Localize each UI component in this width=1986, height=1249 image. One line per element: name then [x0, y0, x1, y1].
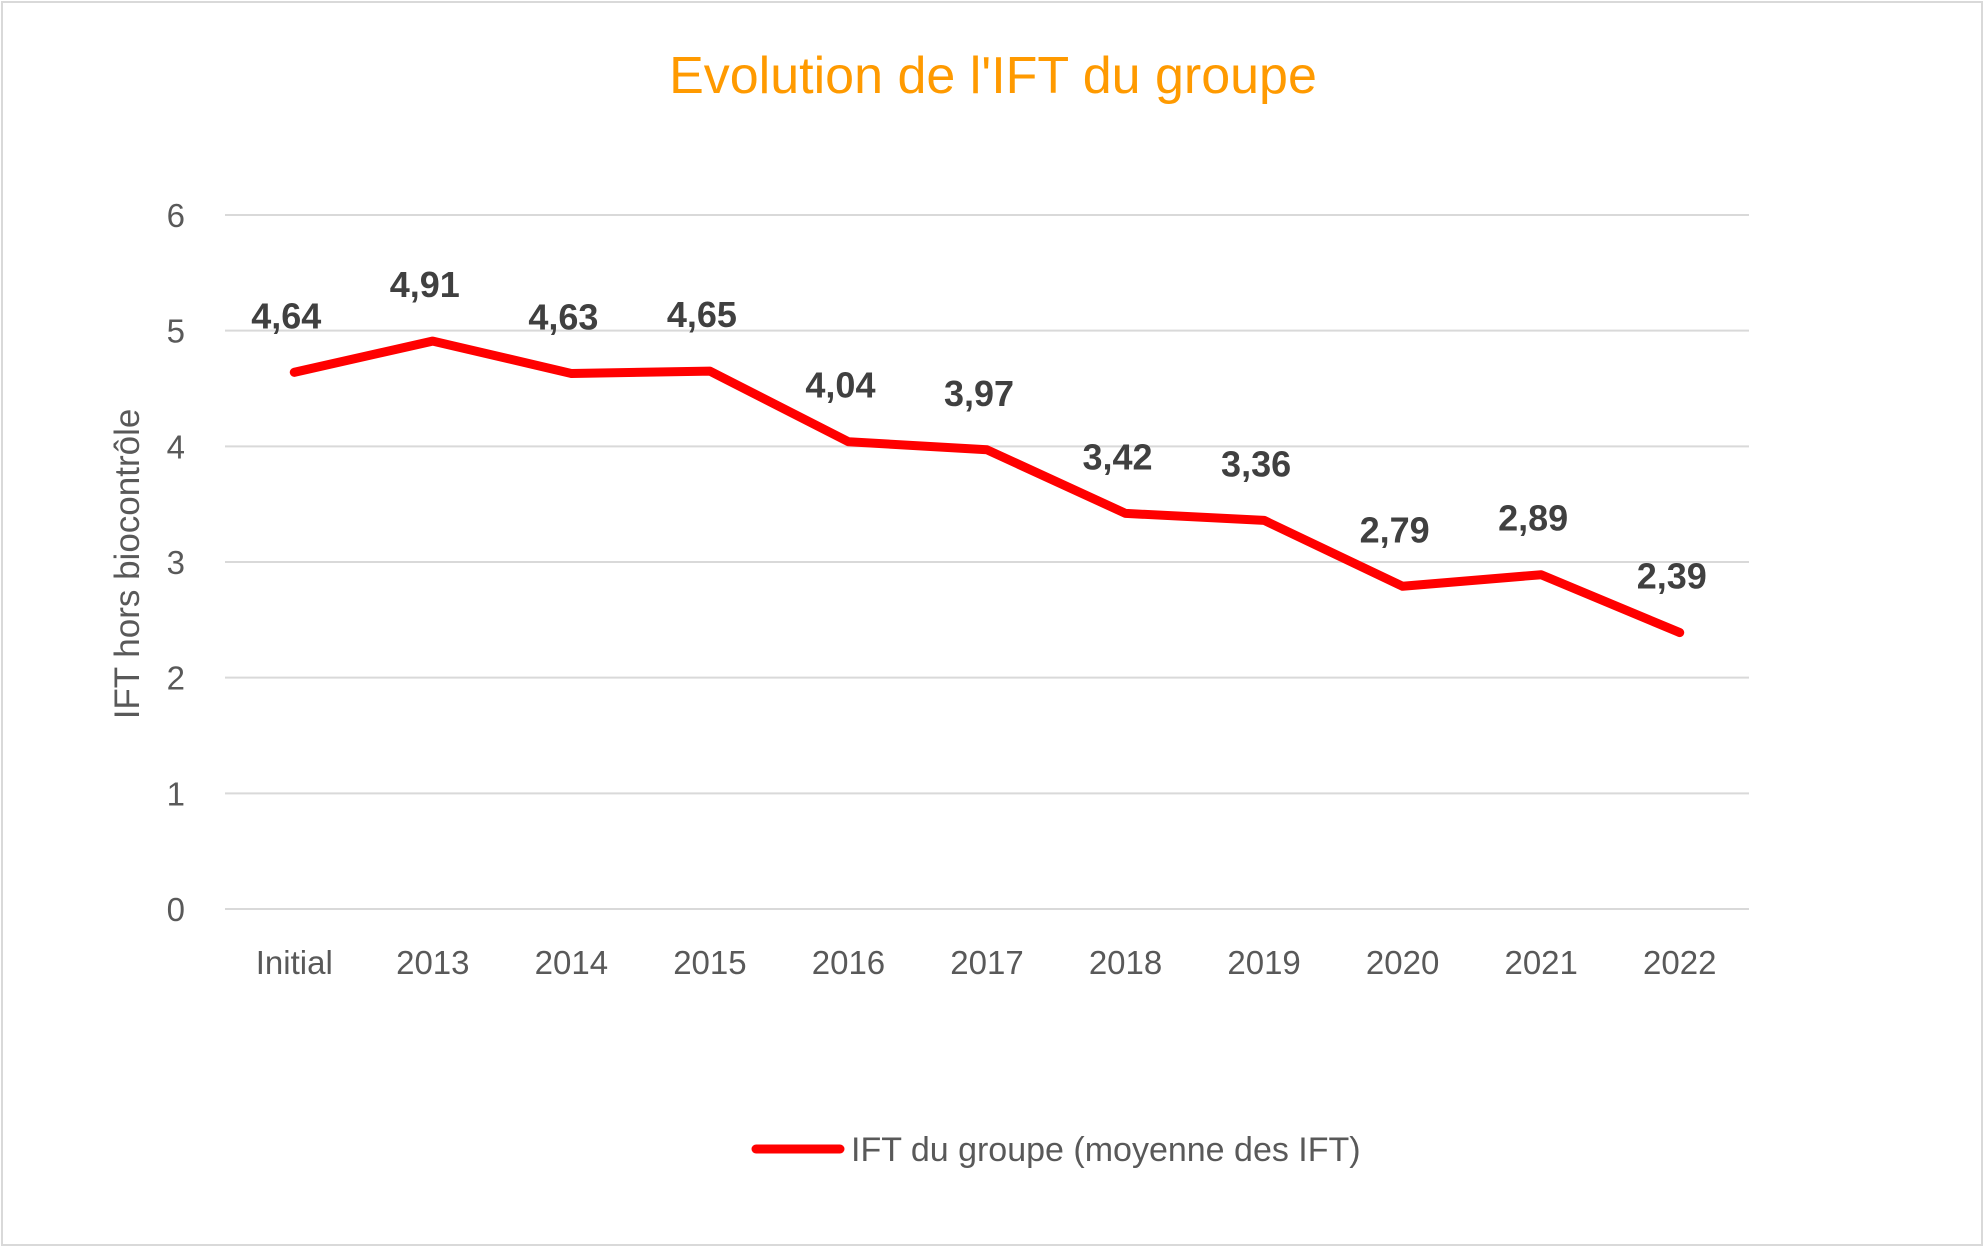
x-tick-label: 2013: [396, 944, 469, 981]
legend-label: IFT du groupe (moyenne des IFT): [851, 1131, 1361, 1169]
data-label: 3,97: [944, 373, 1014, 414]
x-tick-label: 2020: [1366, 944, 1439, 981]
data-label: 4,65: [667, 294, 737, 335]
data-label: 4,63: [528, 296, 598, 337]
x-tick-label: 2014: [535, 944, 608, 981]
y-tick-label: 2: [167, 660, 185, 697]
x-tick-label: 2022: [1643, 944, 1716, 981]
data-label: 4,04: [805, 365, 875, 406]
data-label: 4,91: [390, 264, 460, 305]
x-tick-label: 2018: [1089, 944, 1162, 981]
data-label: 3,36: [1221, 443, 1291, 484]
x-tick-label: 2017: [950, 944, 1023, 981]
data-label: 2,79: [1360, 509, 1430, 550]
y-tick-label: 6: [167, 197, 185, 234]
series-line: [289, 336, 1685, 638]
y-tick-label: 5: [167, 313, 185, 350]
data-label: 2,39: [1637, 556, 1707, 597]
chart-title: Evolution de l'IFT du groupe: [669, 47, 1317, 105]
y-tick-label: 3: [167, 544, 185, 581]
x-tick-label: 2015: [673, 944, 746, 981]
y-axis-label: IFT hors biocontrôle: [108, 409, 147, 720]
y-tick-label: 1: [167, 775, 185, 812]
data-label: 4,64: [251, 295, 321, 336]
y-tick-label: 0: [167, 891, 185, 928]
data-label: 2,89: [1498, 498, 1568, 539]
y-tick-label: 4: [167, 428, 185, 465]
x-tick-label: 2016: [812, 944, 885, 981]
x-tick-label: 2021: [1504, 944, 1577, 981]
data-label: 3,42: [1083, 436, 1153, 477]
x-tick-label: 2019: [1227, 944, 1300, 981]
x-tick-label: Initial: [256, 944, 333, 981]
